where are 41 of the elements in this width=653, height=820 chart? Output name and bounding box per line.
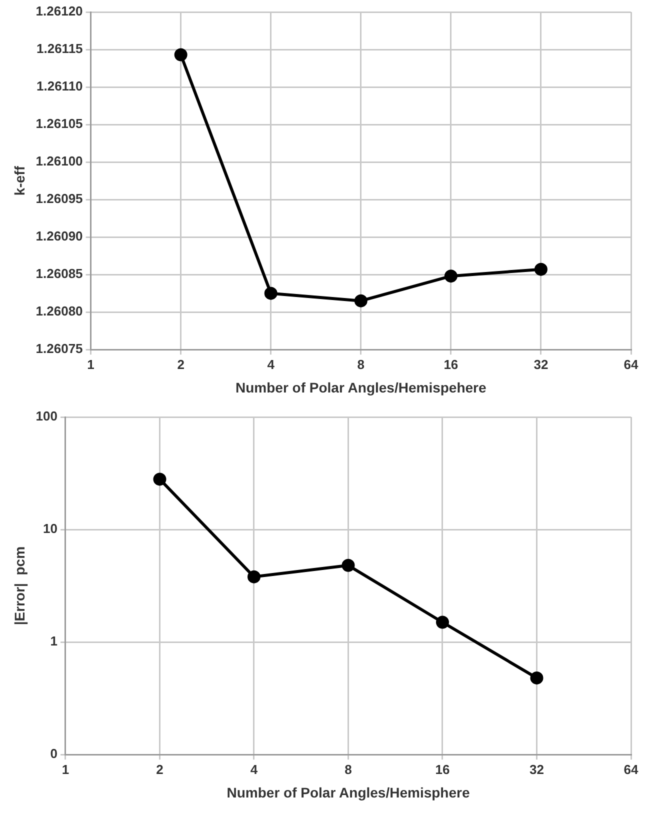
- y-tick-label: 0: [50, 746, 58, 762]
- point: [436, 616, 449, 629]
- x-tick-label: 32: [530, 762, 544, 777]
- y-tick-label: 1.26095: [36, 191, 83, 206]
- y-tick-label: 100: [36, 408, 58, 424]
- x-tick-label: 16: [444, 356, 458, 372]
- y-tick-label: 1.26085: [36, 266, 83, 282]
- x-tick-label: 2: [156, 762, 164, 777]
- x-tick-label: 4: [250, 762, 258, 777]
- y-tick-label: 1.26105: [36, 116, 83, 132]
- point: [342, 558, 355, 572]
- y-tick-label: 1: [50, 634, 58, 649]
- x-axis-title: Number of Polar Angles/Hemispehere: [236, 379, 486, 396]
- y-tick-label: 1.26120: [36, 4, 83, 19]
- point: [534, 262, 548, 276]
- point: [174, 48, 188, 62]
- x-tick-label: 64: [624, 762, 639, 777]
- x-tick-label: 1: [87, 356, 94, 372]
- y-tick-label: 1.26090: [36, 228, 83, 244]
- x-tick-label: 2: [177, 356, 184, 372]
- y-tick-label: 1.26115: [36, 41, 83, 56]
- x-tick-label: 8: [344, 762, 352, 777]
- x-tick-label: 8: [357, 356, 365, 372]
- x-tick-label: 16: [435, 762, 450, 777]
- x-tick-label: 32: [534, 356, 548, 372]
- y-tick-label: 1.26110: [36, 78, 83, 94]
- x-tick-label: 4: [267, 356, 276, 372]
- y-tick-label: 1.26080: [36, 304, 83, 319]
- y-axis-title: |Error| pcm: [11, 546, 28, 626]
- point: [247, 570, 260, 584]
- y-tick-label: 1.26100: [36, 154, 83, 169]
- y-tick-label: 10: [43, 521, 58, 536]
- y-tick-label: 1.26075: [36, 341, 83, 356]
- point: [264, 286, 278, 300]
- point: [153, 472, 166, 486]
- y-axis-title: k-eff: [11, 166, 28, 196]
- point: [530, 671, 544, 684]
- point: [354, 294, 368, 308]
- x-axis-title: Number of Polar Angles/Hemisphere: [226, 784, 470, 800]
- x-tick-label: 64: [624, 356, 639, 372]
- point: [444, 270, 458, 283]
